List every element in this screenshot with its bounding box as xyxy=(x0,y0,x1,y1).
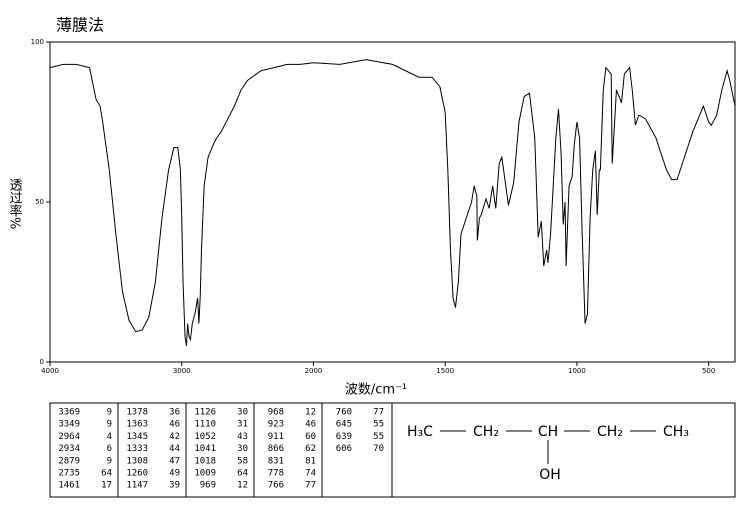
peak-wavenumber: 1110 xyxy=(194,420,216,430)
peak-wavenumber: 1041 xyxy=(194,444,216,454)
peak-transmittance: 44 xyxy=(169,444,180,454)
peak-transmittance: 64 xyxy=(101,469,112,479)
peak-wavenumber: 3349 xyxy=(58,420,80,430)
structure-group: CH xyxy=(538,424,558,440)
x-tick-label: 4000 xyxy=(41,367,59,375)
peak-transmittance: 30 xyxy=(237,444,248,454)
y-tick-label: 0 xyxy=(40,358,44,366)
structure-group: CH₂ xyxy=(597,424,623,440)
peak-wavenumber: 968 xyxy=(268,408,284,418)
x-axis-label: 波数/cm⁻¹ xyxy=(345,383,407,398)
peak-wavenumber: 1378 xyxy=(126,408,148,418)
peak-wavenumber: 2934 xyxy=(58,444,80,454)
peak-wavenumber: 1363 xyxy=(126,420,148,430)
peak-wavenumber: 778 xyxy=(268,469,284,479)
peak-transmittance: 77 xyxy=(373,408,384,418)
peak-transmittance: 55 xyxy=(373,420,384,430)
peak-transmittance: 64 xyxy=(237,469,248,479)
peak-wavenumber: 923 xyxy=(268,420,284,430)
peak-transmittance: 81 xyxy=(305,456,316,466)
structure-bonds xyxy=(440,430,656,464)
peak-transmittance: 60 xyxy=(305,432,316,442)
y-axis-label: 透过率% xyxy=(7,178,23,229)
peak-transmittance: 42 xyxy=(169,432,180,442)
x-tick-label: 1000 xyxy=(568,367,586,375)
peak-wavenumber: 1308 xyxy=(126,456,148,466)
structure-substituent: OH xyxy=(539,467,561,483)
y-tick-label: 50 xyxy=(35,198,44,206)
structure-group: H₃C xyxy=(407,424,433,440)
peak-transmittance: 4 xyxy=(107,432,112,442)
peak-transmittance: 17 xyxy=(101,481,112,491)
peak-transmittance: 62 xyxy=(305,444,316,454)
peak-wavenumber: 1126 xyxy=(194,408,216,418)
peak-wavenumber: 760 xyxy=(336,408,352,418)
peak-transmittance: 46 xyxy=(169,420,180,430)
peak-transmittance: 39 xyxy=(169,481,180,491)
peak-wavenumber: 911 xyxy=(268,432,284,442)
peak-wavenumber: 2735 xyxy=(58,469,80,479)
peak-wavenumber: 1018 xyxy=(194,456,216,466)
peak-wavenumber: 1345 xyxy=(126,432,148,442)
spectrum-line xyxy=(49,59,736,347)
peak-transmittance: 30 xyxy=(237,408,248,418)
peak-transmittance: 12 xyxy=(305,408,316,418)
peak-wavenumber: 831 xyxy=(268,456,284,466)
peak-wavenumber: 1461 xyxy=(58,481,80,491)
structure-group: CH₃ xyxy=(663,424,689,440)
peak-transmittance: 9 xyxy=(107,408,112,418)
peak-transmittance: 77 xyxy=(305,481,316,491)
peak-wavenumber: 606 xyxy=(336,444,352,454)
chart-title: 薄膜法 xyxy=(56,16,104,35)
peak-wavenumber: 645 xyxy=(336,420,352,430)
peak-wavenumber: 866 xyxy=(268,444,284,454)
peak-transmittance: 58 xyxy=(237,456,248,466)
peak-wavenumber: 1147 xyxy=(126,481,148,491)
peak-transmittance: 31 xyxy=(237,420,248,430)
x-tick-label: 3000 xyxy=(173,367,191,375)
x-tick-label: 2000 xyxy=(305,367,323,375)
peak-transmittance: 70 xyxy=(373,444,384,454)
peak-wavenumber: 1009 xyxy=(194,469,216,479)
peak-wavenumber: 639 xyxy=(336,432,352,442)
x-tick-label: 1500 xyxy=(436,367,454,375)
peak-wavenumber: 2879 xyxy=(58,456,80,466)
table-dividers xyxy=(117,403,393,497)
peak-transmittance: 9 xyxy=(107,420,112,430)
structure-group: CH₂ xyxy=(473,424,499,440)
peak-transmittance: 55 xyxy=(373,432,384,442)
peak-transmittance: 47 xyxy=(169,456,180,466)
peak-transmittance: 6 xyxy=(107,444,112,454)
peak-transmittance: 36 xyxy=(169,408,180,418)
y-tick-label: 100 xyxy=(31,38,44,46)
peak-wavenumber: 969 xyxy=(200,481,216,491)
peak-wavenumber: 1333 xyxy=(126,444,148,454)
x-tick-label: 500 xyxy=(702,367,715,375)
peak-transmittance: 46 xyxy=(305,420,316,430)
peak-transmittance: 43 xyxy=(237,432,248,442)
peak-wavenumber: 3369 xyxy=(58,408,80,418)
peak-wavenumber: 1260 xyxy=(126,469,148,479)
peak-wavenumber: 2964 xyxy=(58,432,80,442)
peak-wavenumber: 766 xyxy=(268,481,284,491)
peak-transmittance: 12 xyxy=(237,481,248,491)
peak-transmittance: 74 xyxy=(305,469,316,479)
peak-transmittance: 9 xyxy=(107,456,112,466)
peak-transmittance: 49 xyxy=(169,469,180,479)
peak-wavenumber: 1052 xyxy=(194,432,216,442)
